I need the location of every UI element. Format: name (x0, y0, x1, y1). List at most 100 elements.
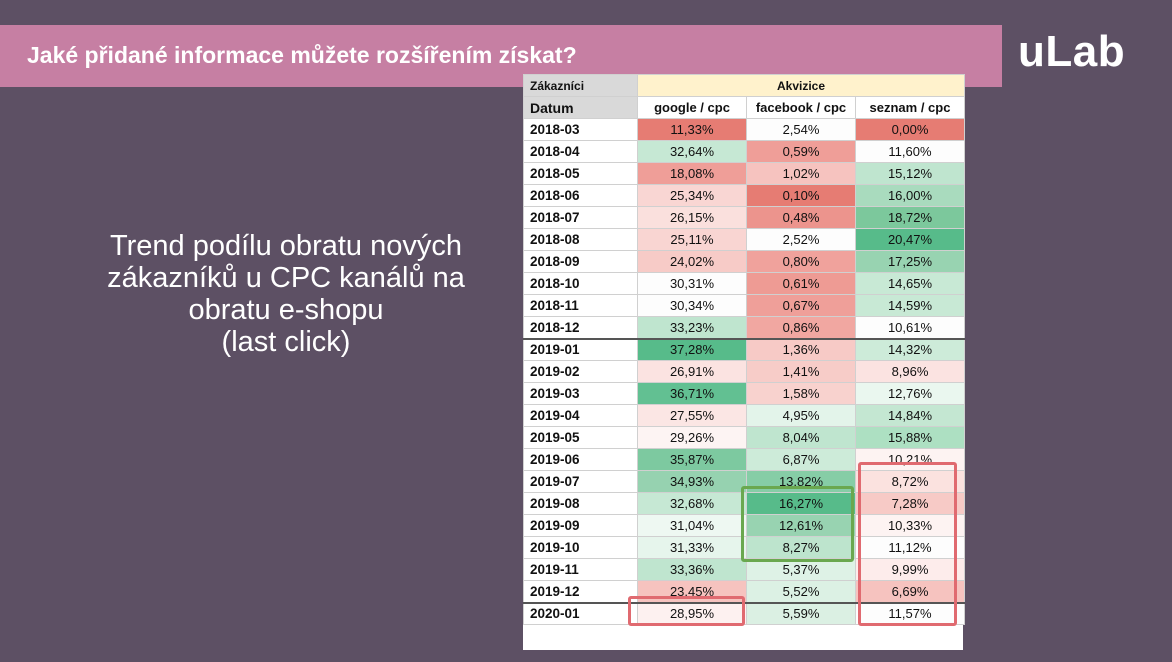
row-date: 2018-04 (523, 140, 638, 163)
row-date: 2018-08 (523, 228, 638, 251)
seznam-cpc-cell: 14,59% (855, 294, 965, 317)
table-row: 2019-06 35,87% 6,87% 10,21% (523, 448, 965, 471)
table-row: 2019-11 33,36% 5,37% 9,99% (523, 558, 965, 581)
table-row: 2020-01 28,95% 5,59% 11,57% (523, 601, 965, 625)
table-row: 2019-03 36,71% 1,58% 12,76% (523, 382, 965, 405)
table-row: 2018-09 24,02% 0,80% 17,25% (523, 250, 965, 273)
seznam-cpc-cell: 16,00% (855, 184, 965, 207)
google-cpc-cell: 25,34% (637, 184, 747, 207)
google-cpc-cell: 35,87% (637, 448, 747, 471)
google-cpc-cell: 36,71% (637, 382, 747, 405)
facebook-cpc-cell: 2,52% (746, 228, 856, 251)
google-cpc-cell: 33,23% (637, 316, 747, 339)
seznam-cpc-cell: 7,28% (855, 492, 965, 515)
body-line-1: Trend podílu obratu nových (110, 230, 462, 262)
seznam-cpc-cell: 0,00% (855, 118, 965, 141)
google-cpc-cell: 18,08% (637, 162, 747, 185)
table-column-header-row: Datum google / cpc facebook / cpc seznam… (523, 96, 965, 119)
row-date: 2018-03 (523, 118, 638, 141)
header-datum: Datum (523, 96, 638, 119)
facebook-cpc-cell: 0,86% (746, 316, 856, 339)
table-row: 2018-10 30,31% 0,61% 14,65% (523, 272, 965, 295)
row-date: 2019-03 (523, 382, 638, 405)
facebook-cpc-cell: 0,61% (746, 272, 856, 295)
slide-body-text: Trend podílu obratu nových zákazníků u C… (78, 230, 494, 358)
google-cpc-cell: 11,33% (637, 118, 747, 141)
google-cpc-cell: 29,26% (637, 426, 747, 449)
facebook-cpc-cell: 0,80% (746, 250, 856, 273)
row-date: 2019-12 (523, 580, 638, 603)
table-row: 2019-12 23,45% 5,52% 6,69% (523, 580, 965, 603)
seznam-cpc-cell: 10,33% (855, 514, 965, 537)
google-cpc-cell: 32,64% (637, 140, 747, 163)
google-cpc-cell: 31,33% (637, 536, 747, 559)
row-date: 2019-10 (523, 536, 638, 559)
google-cpc-cell: 26,15% (637, 206, 747, 229)
row-date: 2019-11 (523, 558, 638, 581)
facebook-cpc-cell: 0,48% (746, 206, 856, 229)
facebook-cpc-cell: 6,87% (746, 448, 856, 471)
table-row: 2019-01 37,28% 1,36% 14,32% (523, 337, 965, 361)
seznam-cpc-cell: 15,12% (855, 162, 965, 185)
seznam-cpc-cell: 14,65% (855, 272, 965, 295)
facebook-cpc-cell: 13,82% (746, 470, 856, 493)
facebook-cpc-cell: 4,95% (746, 404, 856, 427)
header-google-cpc: google / cpc (637, 96, 747, 119)
header-seznam-cpc: seznam / cpc (855, 96, 965, 119)
table-row: 2018-05 18,08% 1,02% 15,12% (523, 162, 965, 185)
row-date: 2019-05 (523, 426, 638, 449)
google-cpc-cell: 23,45% (637, 580, 747, 603)
row-date: 2019-09 (523, 514, 638, 537)
seznam-cpc-cell: 8,96% (855, 360, 965, 383)
seznam-cpc-cell: 11,12% (855, 536, 965, 559)
body-line-3: obratu e-shopu (188, 294, 384, 326)
seznam-cpc-cell: 10,61% (855, 316, 965, 339)
google-cpc-cell: 25,11% (637, 228, 747, 251)
seznam-cpc-cell: 8,72% (855, 470, 965, 493)
facebook-cpc-cell: 8,04% (746, 426, 856, 449)
seznam-cpc-cell: 15,88% (855, 426, 965, 449)
facebook-cpc-cell: 1,02% (746, 162, 856, 185)
facebook-cpc-cell: 2,54% (746, 118, 856, 141)
table-row: 2019-09 31,04% 12,61% 10,33% (523, 514, 965, 537)
table-row: 2019-07 34,93% 13,82% 8,72% (523, 470, 965, 493)
seznam-cpc-cell: 10,21% (855, 448, 965, 471)
google-cpc-cell: 33,36% (637, 558, 747, 581)
seznam-cpc-cell: 14,84% (855, 404, 965, 427)
row-date: 2018-11 (523, 294, 638, 317)
header-facebook-cpc: facebook / cpc (746, 96, 856, 119)
row-date: 2019-08 (523, 492, 638, 515)
facebook-cpc-cell: 5,52% (746, 580, 856, 603)
row-date: 2018-06 (523, 184, 638, 207)
row-date: 2019-01 (523, 337, 638, 361)
google-cpc-cell: 30,31% (637, 272, 747, 295)
row-date: 2018-05 (523, 162, 638, 185)
google-cpc-cell: 34,93% (637, 470, 747, 493)
table-row: 2019-05 29,26% 8,04% 15,88% (523, 426, 965, 449)
facebook-cpc-cell: 1,41% (746, 360, 856, 383)
body-line-2: zákazníků u CPC kanálů na (107, 262, 465, 294)
row-date: 2020-01 (523, 601, 638, 625)
table-row: 2018-07 26,15% 0,48% 18,72% (523, 206, 965, 229)
table-row: 2019-04 27,55% 4,95% 14,84% (523, 404, 965, 427)
row-date: 2018-07 (523, 206, 638, 229)
seznam-cpc-cell: 6,69% (855, 580, 965, 603)
seznam-cpc-cell: 11,60% (855, 140, 965, 163)
table-row: 2019-08 32,68% 16,27% 7,28% (523, 492, 965, 515)
seznam-cpc-cell: 17,25% (855, 250, 965, 273)
table-row: 2018-06 25,34% 0,10% 16,00% (523, 184, 965, 207)
facebook-cpc-cell: 5,59% (746, 601, 856, 625)
google-cpc-cell: 26,91% (637, 360, 747, 383)
seznam-cpc-cell: 12,76% (855, 382, 965, 405)
row-date: 2018-09 (523, 250, 638, 273)
table-row: 2019-02 26,91% 1,41% 8,96% (523, 360, 965, 383)
facebook-cpc-cell: 5,37% (746, 558, 856, 581)
row-date: 2019-02 (523, 360, 638, 383)
google-cpc-cell: 28,95% (637, 601, 747, 625)
facebook-cpc-cell: 12,61% (746, 514, 856, 537)
google-cpc-cell: 27,55% (637, 404, 747, 427)
facebook-cpc-cell: 16,27% (746, 492, 856, 515)
google-cpc-cell: 24,02% (637, 250, 747, 273)
table-row: 2018-08 25,11% 2,52% 20,47% (523, 228, 965, 251)
slide-title: Jaké přidané informace můžete rozšířením… (27, 42, 577, 68)
